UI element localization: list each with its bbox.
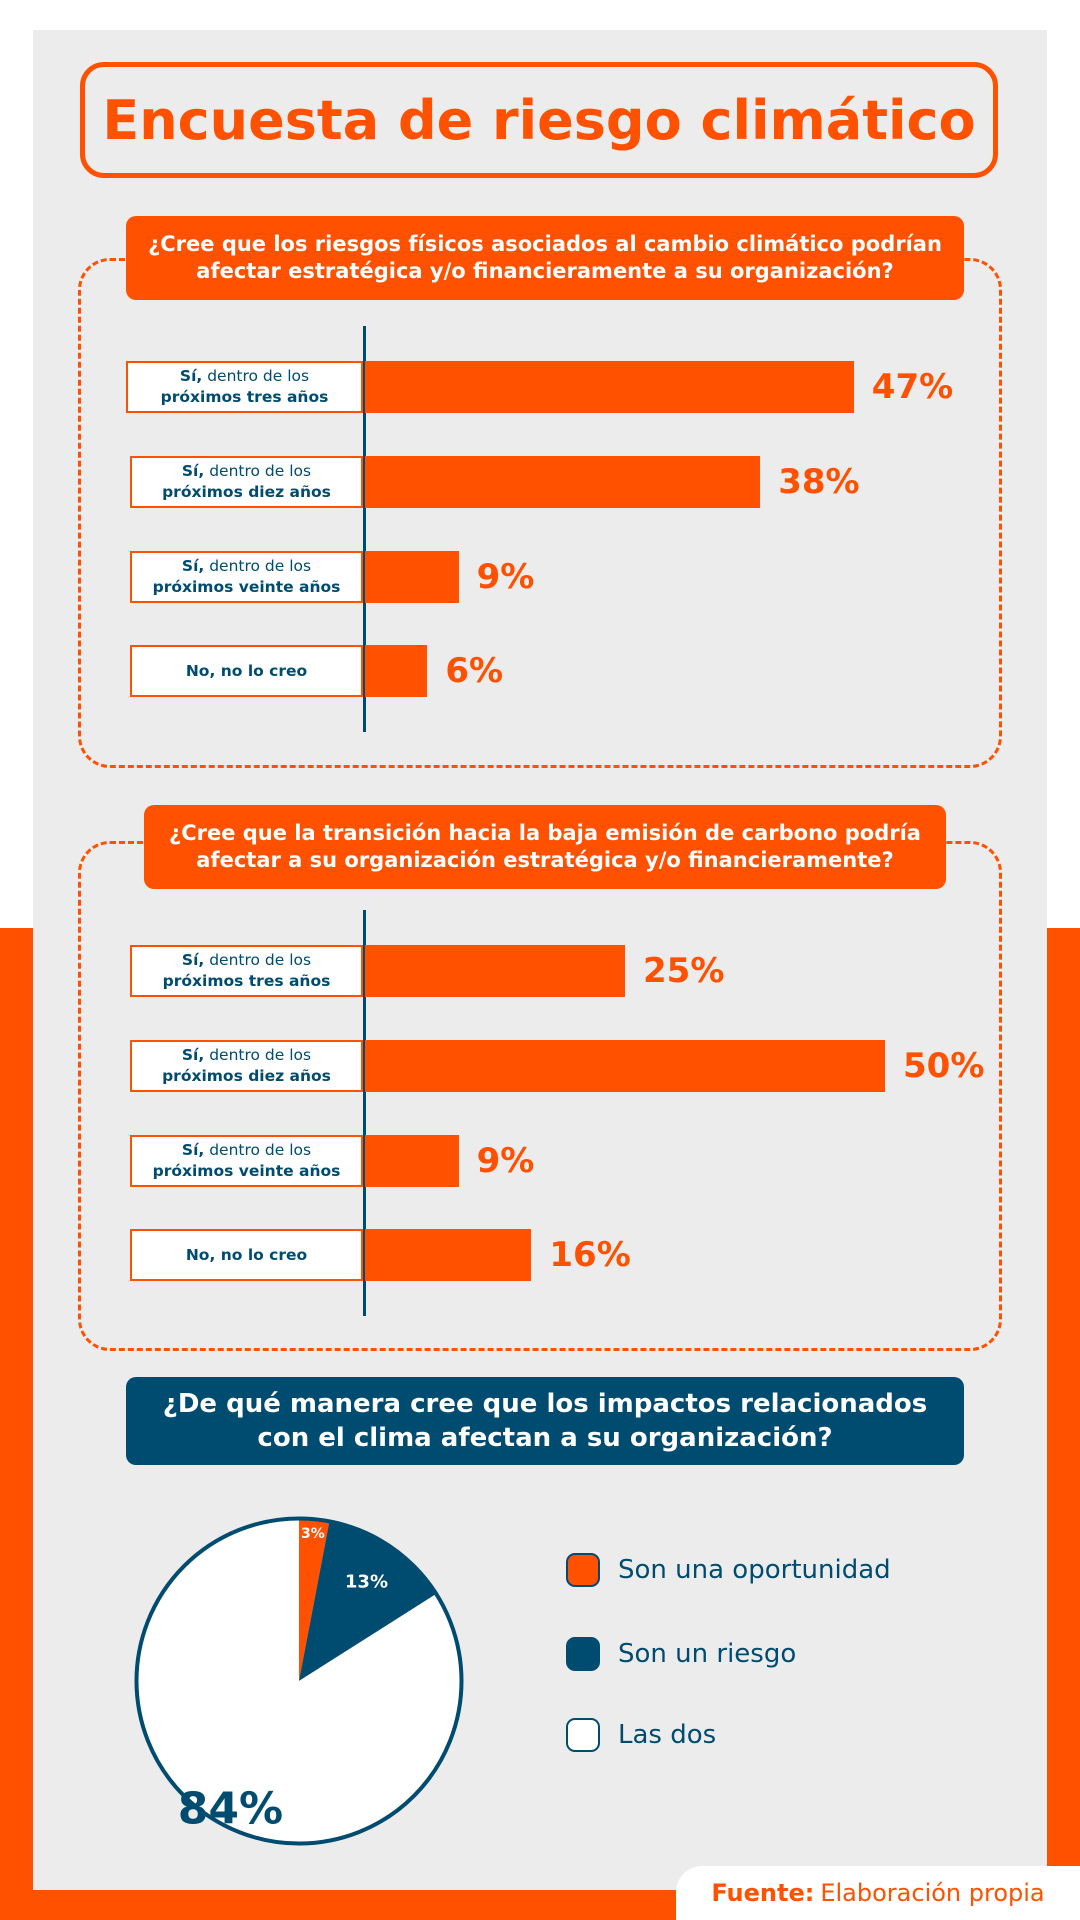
question-3-banner: ¿De qué manera cree que los impactos rel… [126, 1377, 964, 1465]
legend-swatch [566, 1553, 600, 1587]
pie-slice-label: 3% [301, 1525, 325, 1542]
bar-category-label: Sí, dentro de los próximos diez años [130, 1040, 363, 1092]
bar [365, 945, 625, 997]
pie-slice [134, 1517, 463, 1845]
bar-category-label: Sí, dentro de los próximos veinte años [130, 1135, 363, 1187]
title-box: Encuesta de riesgo climático [80, 62, 998, 178]
bar [365, 645, 428, 697]
legend-item: Son un riesgo [566, 1637, 796, 1671]
legend-label: Son una oportunidad [618, 1555, 891, 1585]
legend-label: Las dos [618, 1720, 717, 1750]
legend-item: Las dos [566, 1718, 716, 1752]
bar-category-label: No, no lo creo [130, 1229, 363, 1281]
bar [365, 361, 854, 413]
pie-slice [299, 1519, 438, 1681]
bar-category-label: Sí, dentro de los próximos tres años [130, 945, 363, 997]
bar [365, 456, 761, 508]
bar [365, 551, 459, 603]
source-label: Fuente: [711, 1879, 815, 1907]
question-2-banner: ¿Cree que la transición hacia la baja em… [144, 805, 946, 889]
bar-category-label: No, no lo creo [130, 645, 363, 697]
bar-axis [363, 910, 366, 1316]
source-note: Fuente: Elaboración propia [676, 1866, 1080, 1920]
question-1-banner: ¿Cree que los riesgos físicos asociados … [126, 216, 964, 300]
bar-value-label: 6% [445, 651, 504, 691]
pie-chart: 3% 13% 84% [132, 1514, 466, 1848]
bar-value-label: 25% [643, 951, 725, 991]
bar-value-label: 9% [476, 557, 535, 597]
legend-swatch [566, 1718, 600, 1752]
pie-outline [134, 1516, 464, 1846]
legend-swatch [566, 1637, 600, 1671]
bar-category-label: Sí, dentro de los próximos veinte años [130, 551, 363, 603]
pie-slice-label: 13% [344, 1571, 388, 1593]
legend-item: Son una oportunidad [566, 1553, 891, 1587]
legend-label: Son un riesgo [618, 1639, 797, 1669]
bar-value-label: 16% [549, 1235, 631, 1275]
bar-category-label: Sí, dentro de los próximos diez años [130, 456, 363, 508]
bar [365, 1040, 885, 1092]
bar [365, 1135, 459, 1187]
bar-value-label: 50% [903, 1046, 985, 1086]
bar-value-label: 47% [871, 367, 954, 407]
bar-category-label: Sí, dentro de los próximos tres años [126, 361, 363, 413]
pie-slice [299, 1517, 330, 1681]
bar-value-label: 38% [778, 462, 860, 502]
pie-slice-label: 84% [177, 1783, 284, 1835]
bar-axis [363, 326, 366, 732]
bar-value-label: 9% [476, 1141, 535, 1181]
page-title: Encuesta de riesgo climático [102, 88, 976, 152]
source-text: Elaboración propia [820, 1879, 1045, 1907]
bar [365, 1229, 532, 1281]
